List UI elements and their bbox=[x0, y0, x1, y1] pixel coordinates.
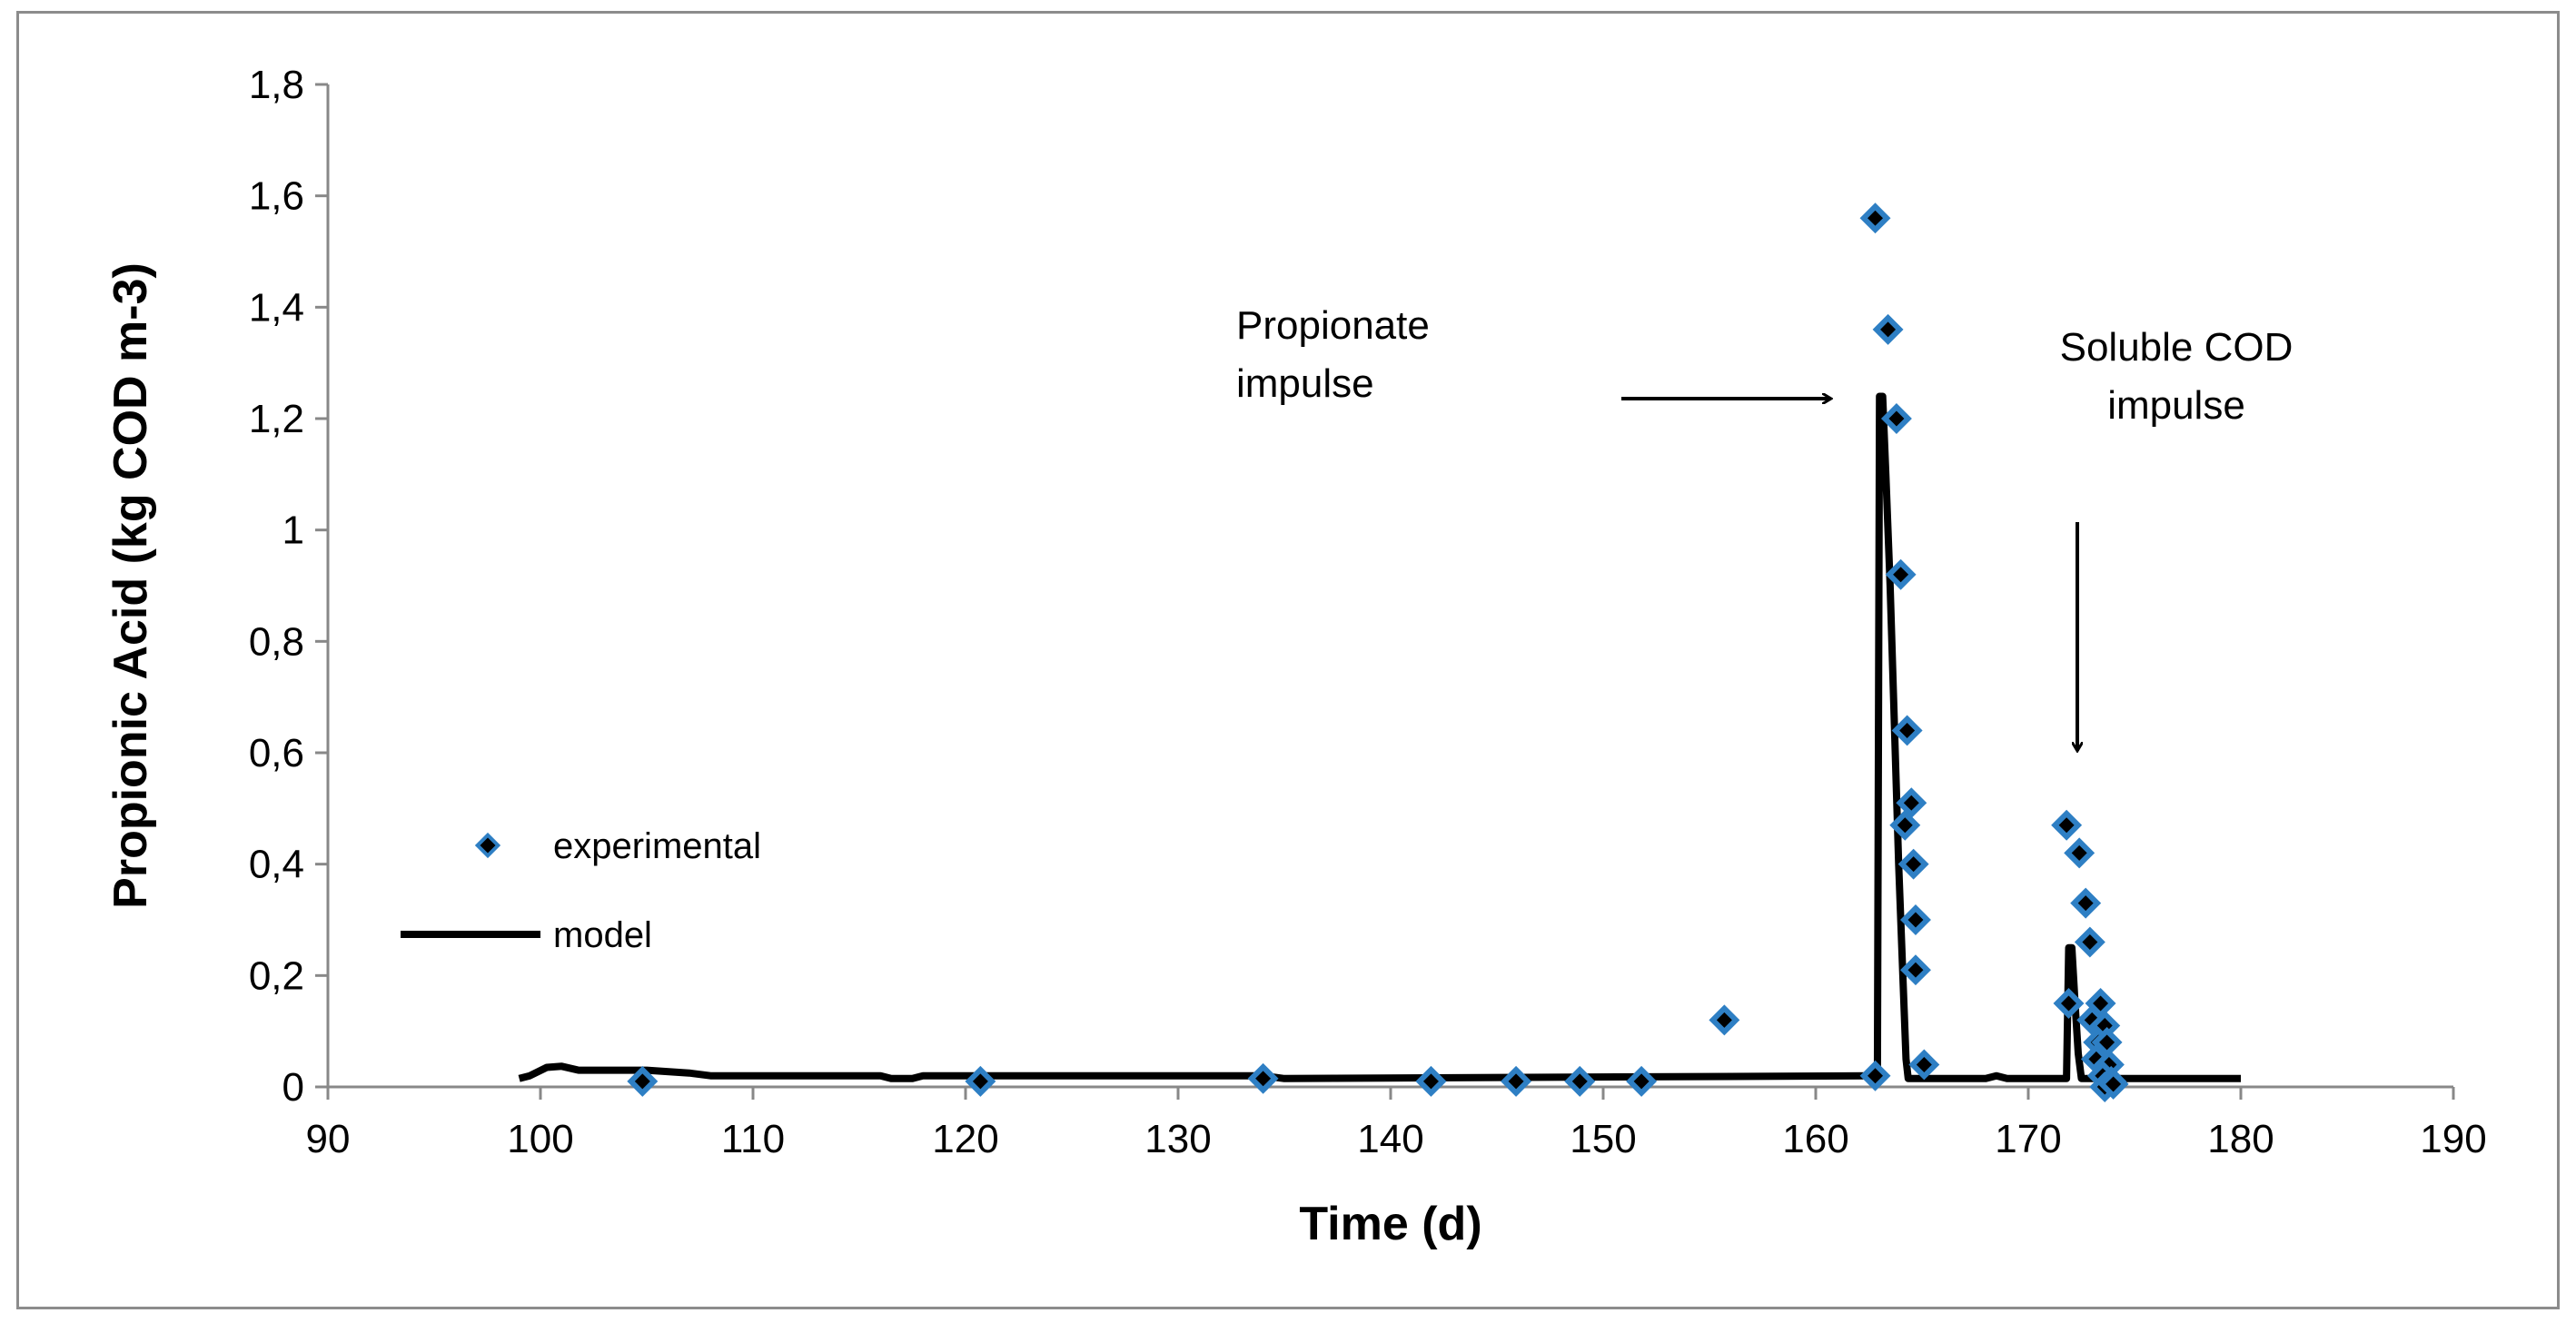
y-tick-label: 0 bbox=[282, 1065, 304, 1110]
x-tick-label: 110 bbox=[721, 1117, 785, 1161]
y-axis-title: Propionic Acid (kg COD m-3) bbox=[104, 262, 157, 909]
data-point-experimental bbox=[2051, 809, 2083, 841]
legend-marker-experimental-center bbox=[480, 837, 496, 854]
chart-frame: 0 0,2 0,4 0,6 0,8 1 1,2 1,4 1,6 1,8 90 100 110 120 13… bbox=[16, 11, 2560, 1309]
annotation-soluble-cod-line1: Soluble COD bbox=[2060, 325, 2294, 370]
y-tick-label: 0,2 bbox=[249, 953, 304, 998]
data-point-experimental bbox=[1900, 904, 1931, 935]
x-tick-label: 160 bbox=[1782, 1117, 1848, 1161]
y-tick-label: 1,2 bbox=[249, 397, 304, 441]
y-tick-label: 0,6 bbox=[249, 731, 304, 775]
data-point-experimental bbox=[965, 1065, 996, 1097]
y-tick-label: 0,8 bbox=[249, 619, 304, 664]
data-point-experimental bbox=[1859, 1060, 1891, 1091]
series-line-model bbox=[518, 392, 2241, 1082]
data-point-experimental bbox=[2070, 887, 2102, 919]
annotation-propionate-line1: Propionate bbox=[1236, 303, 1430, 348]
data-point-experimental bbox=[1626, 1065, 1658, 1097]
data-point-experimental bbox=[1908, 1049, 1940, 1081]
x-tick-label: 190 bbox=[2420, 1117, 2486, 1161]
data-point-experimental bbox=[1501, 1065, 1532, 1097]
y-ticks: 0 0,2 0,4 0,6 0,8 1 1,2 1,4 1,6 1,8 bbox=[249, 63, 328, 1110]
legend-label-model: model bbox=[553, 915, 652, 955]
y-tick-label: 1,4 bbox=[249, 285, 304, 330]
legend-label-experimental: experimental bbox=[553, 826, 761, 866]
annotations-layer: Propionate impulse Soluble COD impulse bbox=[1236, 303, 2293, 751]
legend-item-model: model bbox=[401, 915, 652, 955]
data-point-experimental bbox=[1872, 313, 1904, 345]
y-tick-label: 0,4 bbox=[249, 843, 304, 887]
x-axis-title: Time (d) bbox=[1299, 1198, 1481, 1250]
y-tick-label: 1 bbox=[282, 508, 304, 553]
y-tick-label: 1,6 bbox=[249, 174, 304, 219]
data-point-experimental bbox=[1247, 1062, 1279, 1094]
x-tick-label: 90 bbox=[306, 1117, 351, 1161]
data-point-experimental bbox=[627, 1065, 659, 1097]
series-layer bbox=[518, 202, 2241, 1102]
legend: experimental model bbox=[401, 826, 761, 955]
data-point-experimental bbox=[2053, 988, 2085, 1019]
data-point-experimental bbox=[2064, 837, 2095, 869]
data-point-experimental bbox=[1859, 202, 1891, 234]
x-tick-label: 130 bbox=[1144, 1117, 1211, 1161]
annotation-soluble-cod: Soluble COD impulse bbox=[2060, 325, 2294, 751]
data-point-experimental bbox=[1415, 1065, 1447, 1097]
x-tick-label: 120 bbox=[932, 1117, 998, 1161]
x-tick-label: 180 bbox=[2207, 1117, 2274, 1161]
x-ticks: 90 100 110 120 130 140 150 160 170 180 190 bbox=[306, 1087, 2487, 1161]
annotation-propionate-line2: impulse bbox=[1236, 361, 1374, 406]
annotation-soluble-cod-line2: impulse bbox=[2107, 383, 2245, 428]
x-tick-label: 150 bbox=[1570, 1117, 1636, 1161]
data-point-experimental bbox=[1709, 1004, 1740, 1036]
chart-svg: 0 0,2 0,4 0,6 0,8 1 1,2 1,4 1,6 1,8 90 100 110 120 13… bbox=[104, 63, 2487, 1250]
legend-item-experimental: experimental bbox=[474, 826, 761, 866]
x-tick-label: 170 bbox=[1995, 1117, 2061, 1161]
data-point-experimental bbox=[2097, 1068, 2129, 1100]
data-point-experimental bbox=[1900, 954, 1931, 986]
data-point-experimental bbox=[1564, 1065, 1596, 1097]
data-point-experimental bbox=[1897, 848, 1929, 880]
annotation-propionate: Propionate impulse bbox=[1236, 303, 1831, 406]
data-point-experimental bbox=[2085, 988, 2116, 1019]
y-tick-label: 1,8 bbox=[249, 63, 304, 107]
x-tick-label: 140 bbox=[1357, 1117, 1423, 1161]
data-point-experimental bbox=[2074, 926, 2105, 958]
x-tick-label: 100 bbox=[507, 1117, 573, 1161]
